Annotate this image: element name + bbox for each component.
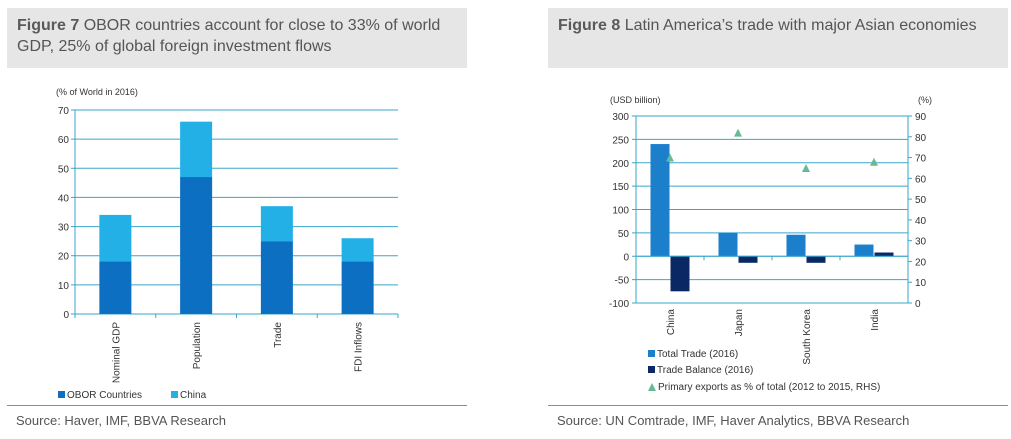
fig8-right-tick-label: 70 (915, 154, 927, 165)
fig8-right-tick-label: 40 (915, 216, 927, 227)
fig7-bar-obor (180, 177, 213, 314)
fig8-right-tick-label: 0 (915, 299, 921, 310)
fig7-bar-obor (341, 261, 374, 314)
fig7-bar-china (341, 238, 374, 262)
fig8-marker-primary-exports (870, 157, 878, 166)
fig8-left-tick-label: 250 (612, 135, 629, 146)
fig7-x-tick-label: FDI Inflows (354, 322, 365, 372)
fig8-bar-trade-balance (874, 252, 894, 257)
fig8-bar-total-trade (718, 232, 738, 257)
figure8-source-divider (548, 405, 1008, 406)
fig7-bar-china (180, 121, 213, 178)
fig7-y-tick-label: 40 (58, 193, 70, 204)
figure8-title: Latin America’s trade with major Asian e… (624, 17, 977, 34)
fig8-right-axis-label: (%) (918, 95, 932, 105)
figure8-header: Figure 8 Latin America’s trade with majo… (548, 8, 1008, 68)
fig8-bar-total-trade (650, 144, 670, 257)
fig8-bar-trade-balance (670, 256, 690, 292)
fig8-right-tick-label: 90 (915, 112, 927, 123)
fig8-x-tick-label: Japan (734, 309, 745, 336)
fig8-legend-label-primary-exports: Primary exports as % of total (2012 to 2… (658, 382, 880, 393)
fig8-bar-total-trade (854, 244, 874, 257)
fig8-marker-primary-exports (734, 128, 742, 137)
fig8-legend-swatch-primary-exports (648, 383, 656, 391)
fig8-bar-trade-balance (738, 256, 758, 263)
fig7-y-axis-label: (% of World in 2016) (56, 87, 138, 97)
fig7-legend-swatch-obor (58, 391, 65, 398)
fig8-right-tick-label: 60 (915, 174, 927, 185)
fig7-bar-obor (260, 241, 293, 314)
fig8-legend-swatch-total-trade (648, 350, 655, 357)
fig7-y-tick-label: 0 (63, 310, 69, 321)
fig7-y-tick-label: 30 (58, 223, 70, 234)
fig8-left-tick-label: 100 (612, 206, 629, 217)
figure7-source-divider (7, 405, 467, 406)
fig7-bar-china (99, 214, 132, 262)
fig8-left-axis-label: (USD billion) (610, 95, 661, 105)
figure7-title: OBOR countries account for close to 33% … (17, 17, 441, 55)
fig8-left-tick-label: 200 (612, 159, 629, 170)
figure7-source: Source: Haver, IMF, BBVA Research (16, 413, 227, 428)
figure7-header: Figure 7 OBOR countries account for clos… (7, 8, 467, 68)
figure8-number: Figure 8 (558, 17, 621, 34)
fig7-x-tick-label: Nominal GDP (111, 322, 122, 383)
fig8-right-tick-label: 20 (915, 257, 927, 268)
fig8-legend-swatch-trade-balance (648, 366, 655, 373)
fig7-y-tick-label: 20 (58, 252, 70, 263)
fig7-y-tick-label: 50 (58, 164, 70, 175)
fig7-y-tick-label: 70 (58, 106, 70, 117)
fig7-x-tick-label: Population (192, 322, 203, 369)
fig8-right-tick-label: 80 (915, 133, 927, 144)
fig8-left-tick-label: 50 (618, 229, 630, 240)
fig8-right-tick-label: 50 (915, 195, 927, 206)
fig8-x-tick-label: South Korea (802, 309, 813, 365)
fig8-x-tick-label: India (870, 309, 881, 331)
fig8-right-tick-label: 10 (915, 278, 927, 289)
fig7-legend-swatch-china (171, 391, 178, 398)
fig7-x-tick-label: Trade (273, 322, 284, 348)
fig8-left-tick-label: 0 (623, 252, 629, 263)
fig7-bar-obor (99, 261, 132, 314)
fig8-right-tick-label: 30 (915, 237, 927, 248)
fig8-left-tick-label: -100 (609, 299, 629, 310)
fig8-left-tick-label: -50 (615, 276, 630, 287)
fig8-marker-primary-exports (802, 163, 810, 172)
fig7-y-tick-label: 10 (58, 281, 70, 292)
fig8-left-tick-label: 150 (612, 182, 629, 193)
fig8-legend-label-total-trade: Total Trade (2016) (657, 349, 738, 360)
fig8-bar-total-trade (786, 234, 806, 257)
fig8-x-tick-label: China (666, 309, 677, 336)
figure8-source: Source: UN Comtrade, IMF, Haver Analytic… (557, 413, 910, 428)
fig8-legend-label-trade-balance: Trade Balance (2016) (657, 365, 753, 376)
fig7-y-tick-label: 60 (58, 135, 70, 146)
fig8-left-tick-label: 300 (612, 112, 629, 123)
fig7-legend-label-china: China (180, 390, 207, 401)
fig7-bar-china (260, 206, 293, 242)
fig8-bar-trade-balance (806, 256, 826, 263)
fig8-marker-primary-exports (666, 153, 674, 162)
fig7-legend-label-obor: OBOR Countries (67, 390, 142, 401)
figure7-number: Figure 7 (17, 17, 80, 34)
